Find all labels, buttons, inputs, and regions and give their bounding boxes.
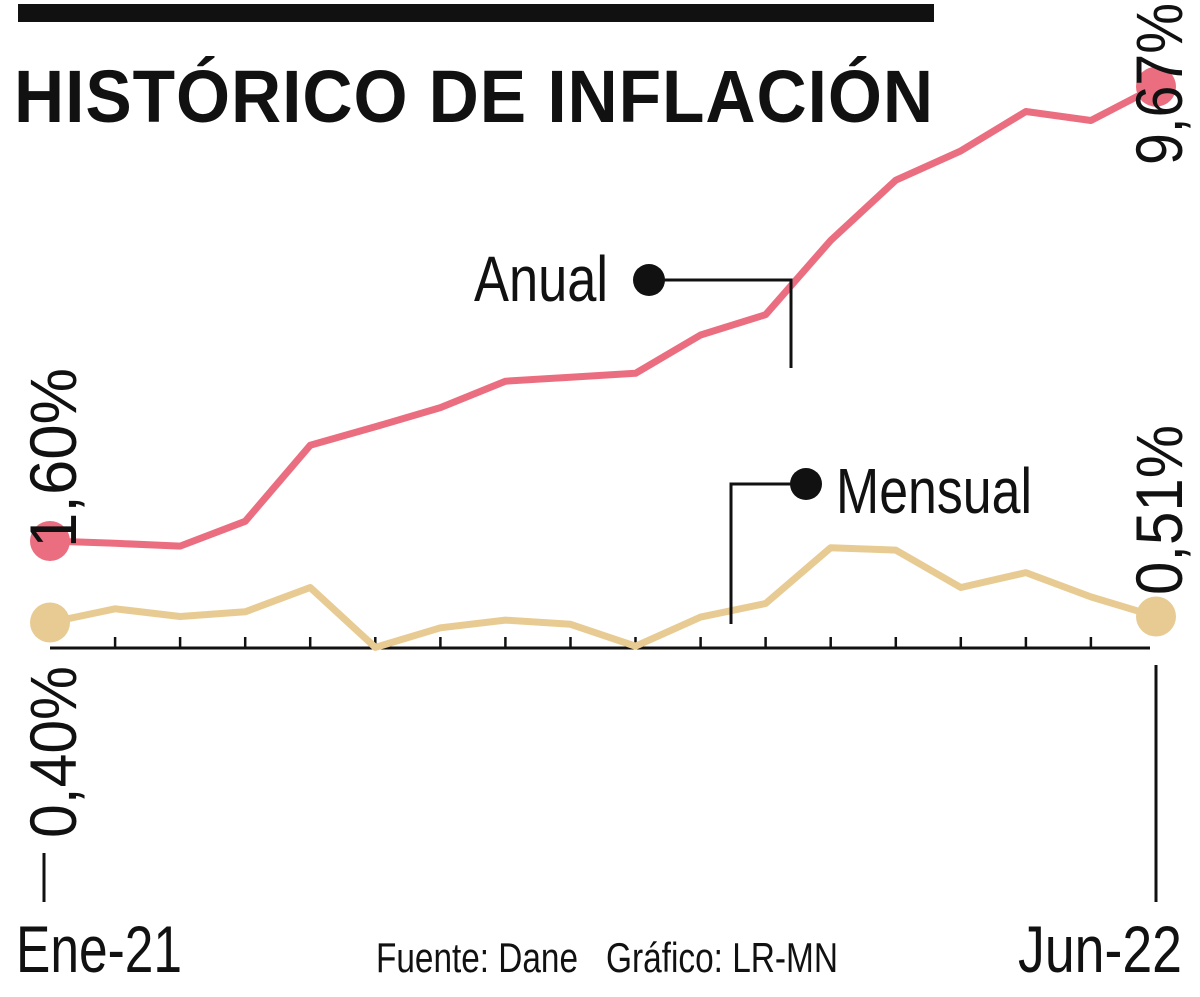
- annual-start-value-label: 1,60%: [16, 368, 90, 548]
- chart-title: HISTÓRICO DE INFLACIÓN: [14, 55, 934, 138]
- x-start-label: Ene-21: [16, 912, 182, 986]
- monthly-end-value-label: 0,51%: [1122, 425, 1196, 595]
- title-bar: [18, 4, 934, 22]
- legend-mensual-label: Mensual: [836, 455, 1032, 527]
- x-end-label: Jun-22: [1018, 912, 1182, 986]
- annual-start-marker: [30, 521, 70, 561]
- series-line-anual: [46, 83, 1160, 550]
- credit-note: Gráfico: LR-MN: [606, 934, 838, 981]
- x-axis-ticks: [113, 637, 1093, 648]
- series-line-mensual: [46, 544, 1160, 651]
- source-note: Fuente: Dane: [376, 934, 578, 981]
- monthly-start-value-label: 0,40%: [16, 666, 90, 838]
- legend-anual-leader: [649, 278, 793, 368]
- annual-end-marker: [1136, 66, 1176, 107]
- monthly-end-marker: [1136, 596, 1176, 637]
- annual-end-value-label: 9,67%: [1122, 3, 1196, 165]
- legend-mensual-leader: [729, 482, 806, 624]
- legend-anual-label: Anual: [474, 243, 608, 315]
- monthly-start-marker: [30, 602, 70, 643]
